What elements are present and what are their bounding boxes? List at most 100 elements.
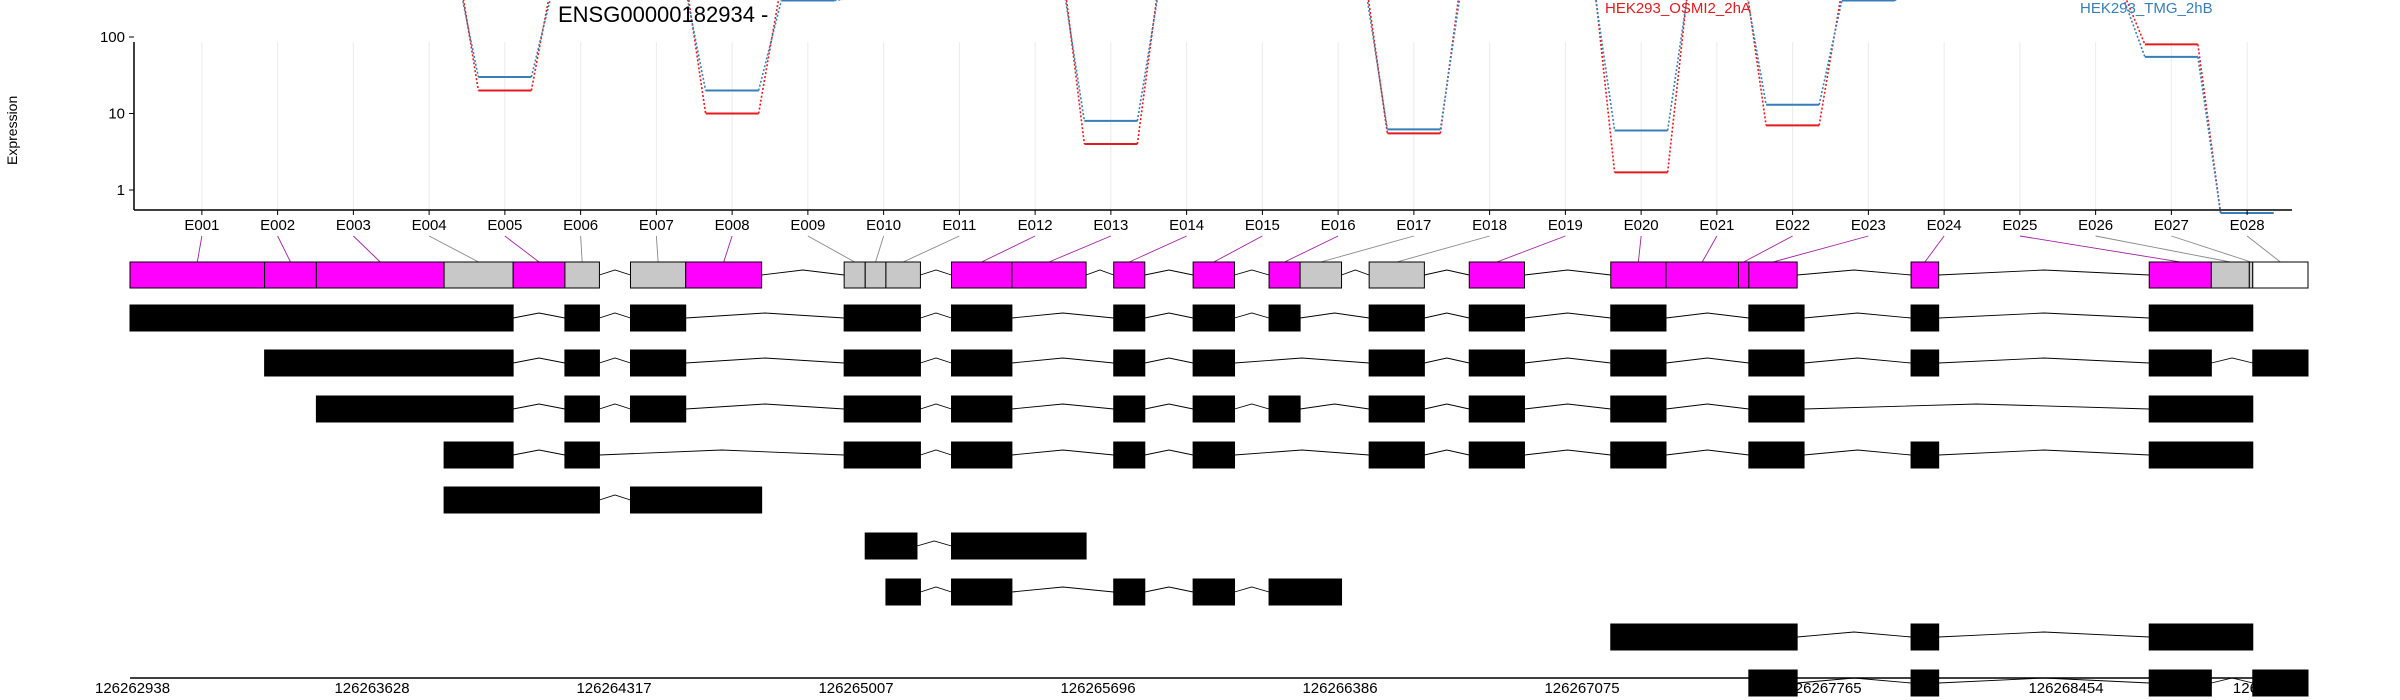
exon-connector-E022 <box>1744 236 1793 262</box>
coordinate-tick-label: 126266386 <box>1302 680 1377 697</box>
exon-bin-exon <box>1193 262 1234 288</box>
series-2-link <box>1668 0 1691 130</box>
transcript-3-exon <box>1193 396 1234 422</box>
transcript-1-intron <box>686 313 844 318</box>
x-tick-label-E018: E018 <box>1472 217 1507 234</box>
transcript-2-exon <box>1611 350 1666 376</box>
exon-bin-exon <box>1611 262 1666 288</box>
transcript-2-exon <box>1193 350 1234 376</box>
transcript-1-intron <box>1666 313 1749 318</box>
exon-connector-E003 <box>353 236 380 262</box>
series-1-link <box>1592 0 1615 172</box>
transcript-4-exon <box>1114 442 1145 468</box>
transcript-2-intron <box>513 358 565 363</box>
transcript-8-exon <box>2149 624 2253 650</box>
exon-bin-intron <box>1424 270 1469 275</box>
transcript-3-intron <box>1424 404 1469 409</box>
transcript-3-intron <box>1012 404 1114 409</box>
transcript-2-exon <box>2253 350 2308 376</box>
exon-connector-E010 <box>876 236 884 262</box>
x-tick-label-E021: E021 <box>1699 217 1734 234</box>
exon-connector-E006 <box>581 236 583 262</box>
series-1-link <box>1668 0 1691 172</box>
transcript-6-intron <box>917 541 952 546</box>
transcript-1-intron <box>1300 313 1369 318</box>
transcript-1-exon <box>1911 305 1939 331</box>
exon-connector-E004 <box>429 236 478 262</box>
x-tick-label-E025: E025 <box>2002 217 2037 234</box>
x-tick-label-E023: E023 <box>1851 217 1886 234</box>
transcript-3-exon <box>565 396 600 422</box>
exon-bin-exon <box>2149 262 2211 288</box>
x-tick-label-E003: E003 <box>336 217 371 234</box>
transcript-4-intron <box>920 450 951 455</box>
transcript-5-exon <box>444 487 599 513</box>
transcript-1-intron <box>1524 313 1610 318</box>
transcript-1-intron <box>1804 313 1911 318</box>
transcript-7-intron <box>1012 587 1114 592</box>
transcript-7-intron <box>1235 587 1270 592</box>
exon-bin-intron <box>599 270 630 275</box>
x-tick-label-E010: E010 <box>866 217 901 234</box>
exon-connector-E016 <box>1285 236 1339 262</box>
transcript-7-intron <box>1145 587 1193 592</box>
transcript-8-intron <box>1939 632 2150 637</box>
x-tick-label-E015: E015 <box>1245 217 1280 234</box>
transcript-3-exon <box>844 396 920 422</box>
transcript-3-exon <box>2149 396 2253 422</box>
x-tick-label-E002: E002 <box>260 217 295 234</box>
transcript-1-exon <box>1114 305 1145 331</box>
series-1-link <box>1743 0 1766 125</box>
transcript-2-intron <box>1939 358 2150 363</box>
transcript-2-intron <box>2211 358 2252 363</box>
series-1-link <box>1365 0 1388 133</box>
transcript-1-exon <box>844 305 920 331</box>
transcript-7-intron <box>920 587 951 592</box>
exon-connector-E025 <box>2020 236 2180 262</box>
exon-bin-exon <box>951 262 1011 288</box>
exon-connector-E002 <box>278 236 291 262</box>
x-tick-label-E027: E027 <box>2154 217 2189 234</box>
exon-bin-exon <box>444 262 513 288</box>
transcript-2-intron <box>1804 358 1911 363</box>
transcript-1-exon <box>1369 305 1424 331</box>
transcript-3-exon <box>316 396 513 422</box>
transcript-1-intron <box>513 313 565 318</box>
transcript-4-exon <box>1749 442 1804 468</box>
exon-bin-exon <box>630 262 685 288</box>
transcript-3-intron <box>1145 404 1193 409</box>
exon-connector-E018 <box>1397 236 1490 262</box>
transcript-9-exon <box>1911 670 1939 696</box>
transcript-6-exon <box>865 533 917 559</box>
exon-bin-exon <box>1114 262 1145 288</box>
transcript-7-exon <box>951 579 1011 605</box>
coordinate-tick-label: 126267075 <box>1544 680 1619 697</box>
x-tick-label-E005: E005 <box>487 217 522 234</box>
transcript-1-exon <box>1269 305 1300 331</box>
exon-connector-E028 <box>2247 236 2280 262</box>
series-2-link <box>1365 0 1388 129</box>
coordinate-tick-label: 126262938 <box>95 680 170 697</box>
exon-bin-intron <box>762 270 844 275</box>
transcript-3-exon <box>1611 396 1666 422</box>
exon-bin-intron <box>1235 270 1270 275</box>
coordinate-tick-label: 126269144 <box>2233 680 2308 697</box>
transcript-3-intron <box>1300 404 1369 409</box>
x-tick-label-E009: E009 <box>790 217 825 234</box>
transcript-2-intron <box>920 358 951 363</box>
exon-bin-exon <box>1269 262 1300 288</box>
transcript-1-intron <box>1012 313 1114 318</box>
coordinate-tick-label: 126263628 <box>334 680 409 697</box>
exon-connector-E017 <box>1321 236 1414 262</box>
x-tick-label-E026: E026 <box>2078 217 2113 234</box>
exon-bin-exon <box>1469 262 1524 288</box>
series-2-link <box>531 0 554 77</box>
exon-bin-exon <box>130 262 265 288</box>
exon-bin-intron <box>1524 270 1610 275</box>
transcript-2-exon <box>2149 350 2211 376</box>
exon-connector-E021 <box>1702 236 1717 262</box>
series-2-link <box>1440 0 1463 129</box>
transcript-1-exon <box>630 305 685 331</box>
legend-series-2: HEK293_TMG_2hB <box>2080 0 2213 17</box>
transcript-6-exon <box>951 533 1086 559</box>
